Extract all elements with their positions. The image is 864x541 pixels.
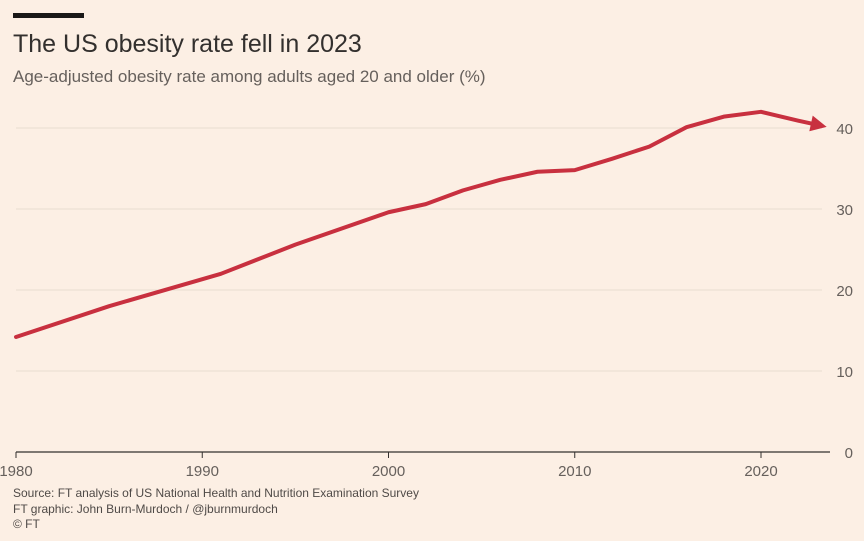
gridlines <box>16 127 822 372</box>
x-ticks <box>15 452 762 458</box>
y-tick-label: 30 <box>836 202 853 219</box>
ft-brand-bar <box>13 13 84 18</box>
chart-subtitle: Age-adjusted obesity rate among adults a… <box>13 67 486 86</box>
graphic-credit: FT graphic: John Burn-Murdoch / @jburnmu… <box>13 501 278 516</box>
y-tick-label: 0 <box>845 445 853 462</box>
y-tick-label: 10 <box>836 364 853 381</box>
y-tick-labels: 0 10 20 30 40 <box>836 121 853 462</box>
x-tick-label: 1980 <box>0 463 33 480</box>
x-tick-label: 1990 <box>186 463 219 480</box>
arrow-head <box>809 115 827 132</box>
x-tick-label: 2000 <box>372 463 405 480</box>
x-tick-label: 2020 <box>744 463 777 480</box>
y-tick-label: 20 <box>836 283 853 300</box>
x-tick-label: 2010 <box>558 463 591 480</box>
y-tick-label: 40 <box>836 121 853 138</box>
series-group <box>14 109 827 339</box>
footer: Source: FT analysis of US National Healt… <box>13 486 419 533</box>
copyright-note: © FT <box>13 517 40 531</box>
x-tick-labels: 1980 1990 2000 2010 2020 <box>0 463 778 480</box>
chart-title: The US obesity rate fell in 2023 <box>13 30 362 58</box>
source-note: Source: FT analysis of US National Healt… <box>13 486 419 500</box>
obesity-rate-line <box>14 109 817 339</box>
